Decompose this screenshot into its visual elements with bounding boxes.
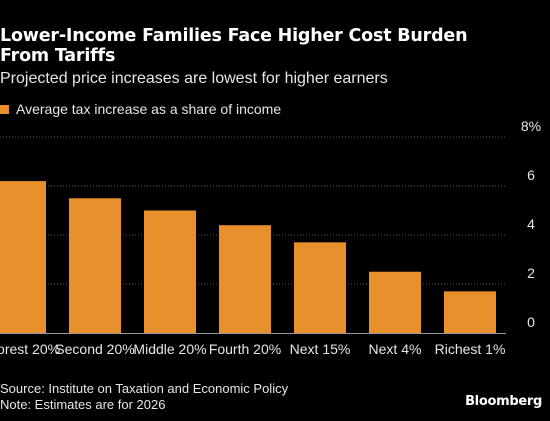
x-tick-label: Poorest 20% — [0, 341, 60, 357]
y-tick-label: 4 — [527, 216, 535, 232]
x-tick-label: Next 4% — [369, 341, 422, 357]
chart-subtitle: Projected price increases are lowest for… — [0, 70, 388, 87]
source-text: Source: Institute on Taxation and Econom… — [0, 381, 289, 396]
bar-2 — [69, 198, 121, 333]
bar-chart: 0 2 4 6 8% Poorest 20%Second 20%Middle 20%Fou… — [0, 118, 541, 357]
bloomberg-logo: Bloomberg — [465, 394, 542, 409]
x-tick-label: Next 15% — [290, 341, 351, 357]
legend-swatch — [0, 104, 9, 114]
y-tick-label: 0 — [527, 314, 535, 330]
y-tick-label: 6 — [527, 167, 535, 183]
bar-4 — [219, 225, 271, 333]
y-tick-label: 8% — [521, 118, 541, 134]
x-tick-label: Middle 20% — [133, 341, 206, 357]
bar-6 — [369, 271, 421, 333]
y-tick-label: 2 — [527, 265, 535, 281]
legend-label: Average tax increase as a share of incom… — [16, 101, 282, 117]
bar-3 — [144, 210, 196, 333]
bar-5 — [294, 242, 346, 333]
x-tick-label: Fourth 20% — [209, 341, 281, 357]
bar-1 — [0, 181, 46, 333]
footer-notes: Source: Institute on Taxation and Econom… — [0, 381, 288, 413]
x-tick-label: Richest 1% — [435, 341, 506, 357]
chart-title: Lower-Income Families Face Higher Cost B… — [0, 26, 468, 66]
legend: Average tax increase as a share of incom… — [0, 101, 281, 117]
x-tick-label: Second 20% — [55, 341, 134, 357]
note-text: Note: Estimates are for 2026 — [0, 397, 166, 412]
bar-7 — [444, 291, 496, 333]
